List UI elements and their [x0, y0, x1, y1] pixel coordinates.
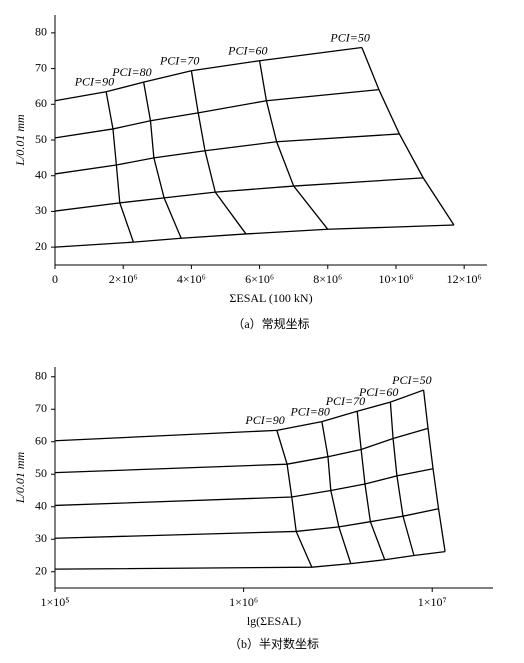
curve-label: PCI=80: [289, 404, 329, 418]
y-tick-label: 80: [35, 25, 47, 39]
x-tick-label: 4×10⁶: [177, 272, 206, 286]
data-line: [356, 411, 386, 560]
y-tick-label: 40: [35, 499, 47, 513]
curve-label: PCI=50: [329, 30, 369, 44]
x-tick-label: 6×10⁶: [245, 272, 274, 286]
data-line: [54, 88, 379, 139]
curve-label: PCI=80: [111, 65, 151, 79]
data-line: [422, 390, 446, 552]
data-line: [54, 468, 434, 507]
y-tick-label: 70: [35, 401, 47, 415]
x-tick-label: 0: [52, 272, 58, 286]
y-tick-label: 50: [35, 132, 47, 146]
data-line: [54, 508, 439, 539]
data-line: [54, 46, 362, 102]
x-axis-label: lg(ΣESAL): [247, 614, 301, 628]
y-tick-label: 30: [35, 203, 47, 217]
x-tick-label: 12×10⁶: [447, 272, 482, 286]
data-line: [276, 430, 313, 568]
data-line: [105, 91, 135, 243]
y-tick-label: 50: [35, 466, 47, 480]
x-tick-label: 2×10⁶: [109, 272, 138, 286]
curve-label: PCI=60: [227, 43, 267, 57]
data-line: [389, 402, 415, 556]
data-line: [143, 82, 182, 239]
curve-label: PCI=90: [74, 75, 114, 89]
x-axis-label: ΣESAL (100 kN): [229, 291, 312, 305]
curve-label: PCI=50: [391, 373, 431, 387]
data-line: [54, 389, 424, 442]
curve-label: PCI=90: [244, 413, 284, 427]
data-line: [361, 47, 455, 226]
curve-label: PCI=70: [325, 394, 365, 408]
x-tick-label: 1×10⁷: [418, 595, 447, 609]
y-tick-label: 40: [35, 167, 47, 181]
y-axis-label: L/0.01 mm: [13, 451, 27, 504]
data-line: [54, 177, 424, 212]
y-tick-label: 30: [35, 531, 47, 545]
curve-label: PCI=70: [159, 53, 199, 67]
y-tick-label: 80: [35, 369, 47, 383]
x-tick-label: 10×10⁶: [378, 272, 413, 286]
data-line: [190, 70, 247, 235]
y-tick-label: 60: [35, 96, 47, 110]
data-line: [258, 60, 329, 230]
x-tick-label: 1×10⁵: [41, 595, 70, 609]
data-line: [54, 133, 400, 175]
y-tick-label: 70: [35, 60, 47, 74]
data-line: [54, 550, 446, 570]
y-tick-label: 20: [35, 564, 47, 578]
caption: （a）常规坐标: [232, 316, 309, 331]
data-line: [321, 421, 352, 564]
y-tick-label: 20: [35, 239, 47, 253]
y-tick-label: 60: [35, 434, 47, 448]
x-tick-label: 8×10⁶: [313, 272, 342, 286]
caption: （b）半对数坐标: [229, 636, 319, 651]
y-axis-label: L/0.01 mm: [13, 114, 27, 167]
x-tick-label: 1×10⁶: [229, 595, 258, 609]
data-line: [54, 427, 429, 474]
curve-label: PCI=60: [358, 385, 398, 399]
data-line: [54, 224, 454, 248]
